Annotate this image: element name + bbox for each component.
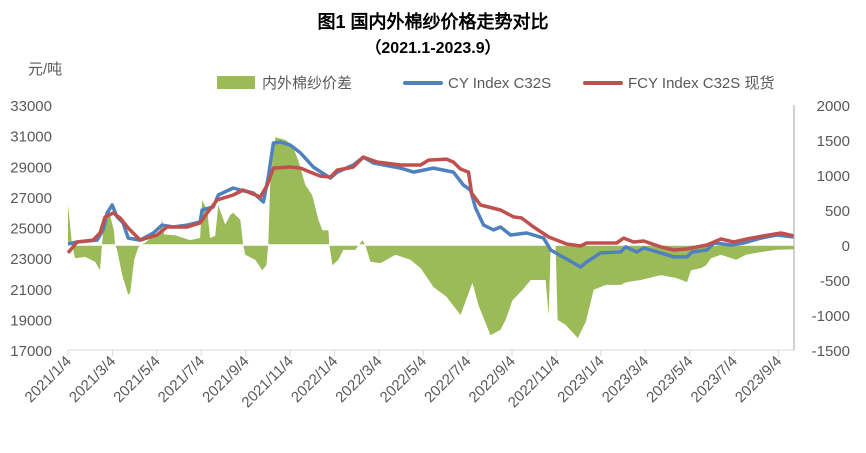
x-tick-label: 2023/1/4 — [554, 353, 607, 406]
x-tick-label: 2023/3/4 — [599, 353, 652, 406]
x-tick-label: 2022/3/4 — [332, 353, 385, 406]
x-tick-label: 2023/7/4 — [688, 353, 741, 406]
x-tick-label: 2023/5/4 — [643, 353, 696, 406]
y2-tick-label: 1000 — [817, 168, 850, 185]
x-tick-label: 2021/7/4 — [155, 353, 208, 406]
y-tick-label: 17000 — [10, 343, 52, 360]
y2-tick-label: -1500 — [812, 343, 850, 360]
y2-tick-label: 0 — [842, 238, 850, 255]
y2-tick-label: -1000 — [812, 308, 850, 325]
legend-swatch-spread — [217, 76, 255, 89]
y-tick-label: 23000 — [10, 251, 52, 268]
y-tick-label: 19000 — [10, 312, 52, 329]
legend-label-spread: 内外棉纱价差 — [262, 75, 352, 92]
y2-tick-label: 1500 — [817, 133, 850, 150]
x-tick-label: 2021/1/4 — [22, 353, 75, 406]
y-tick-label: 27000 — [10, 190, 52, 207]
y-tick-label: 31000 — [10, 129, 52, 146]
legend-label-fcy: FCY Index C32S 现货 — [628, 75, 774, 92]
x-tick-label: 2021/5/4 — [110, 353, 163, 406]
chart-title: 图1 国内外棉纱价格走势对比 — [317, 11, 548, 32]
x-tick-label: 2022/7/4 — [421, 353, 474, 406]
y2-tick-label: 500 — [825, 203, 850, 220]
legend: 内外棉纱价差 CY Index C32S FCY Index C32S 现货 — [217, 75, 774, 92]
spread-area — [68, 137, 794, 339]
chart-subtitle: （2021.1-2023.9） — [365, 39, 500, 57]
legend-label-cy: CY Index C32S — [448, 75, 551, 92]
y-tick-label: 21000 — [10, 282, 52, 299]
y2-tick-label: 2000 — [817, 98, 850, 115]
y-tick-label: 25000 — [10, 221, 52, 238]
fcy-index-line — [66, 155, 795, 255]
y2-tick-label: -500 — [820, 273, 850, 290]
x-tick-label: 2021/3/4 — [66, 353, 119, 406]
x-tick-label: 2022/5/4 — [377, 353, 430, 406]
y-tick-label: 33000 — [10, 98, 52, 115]
x-tick-label: 2023/9/4 — [732, 353, 785, 406]
y-tick-label: 29000 — [10, 159, 52, 176]
y-axis-unit-label: 元/吨 — [28, 61, 62, 78]
x-tick-label: 2022/1/4 — [288, 353, 341, 406]
